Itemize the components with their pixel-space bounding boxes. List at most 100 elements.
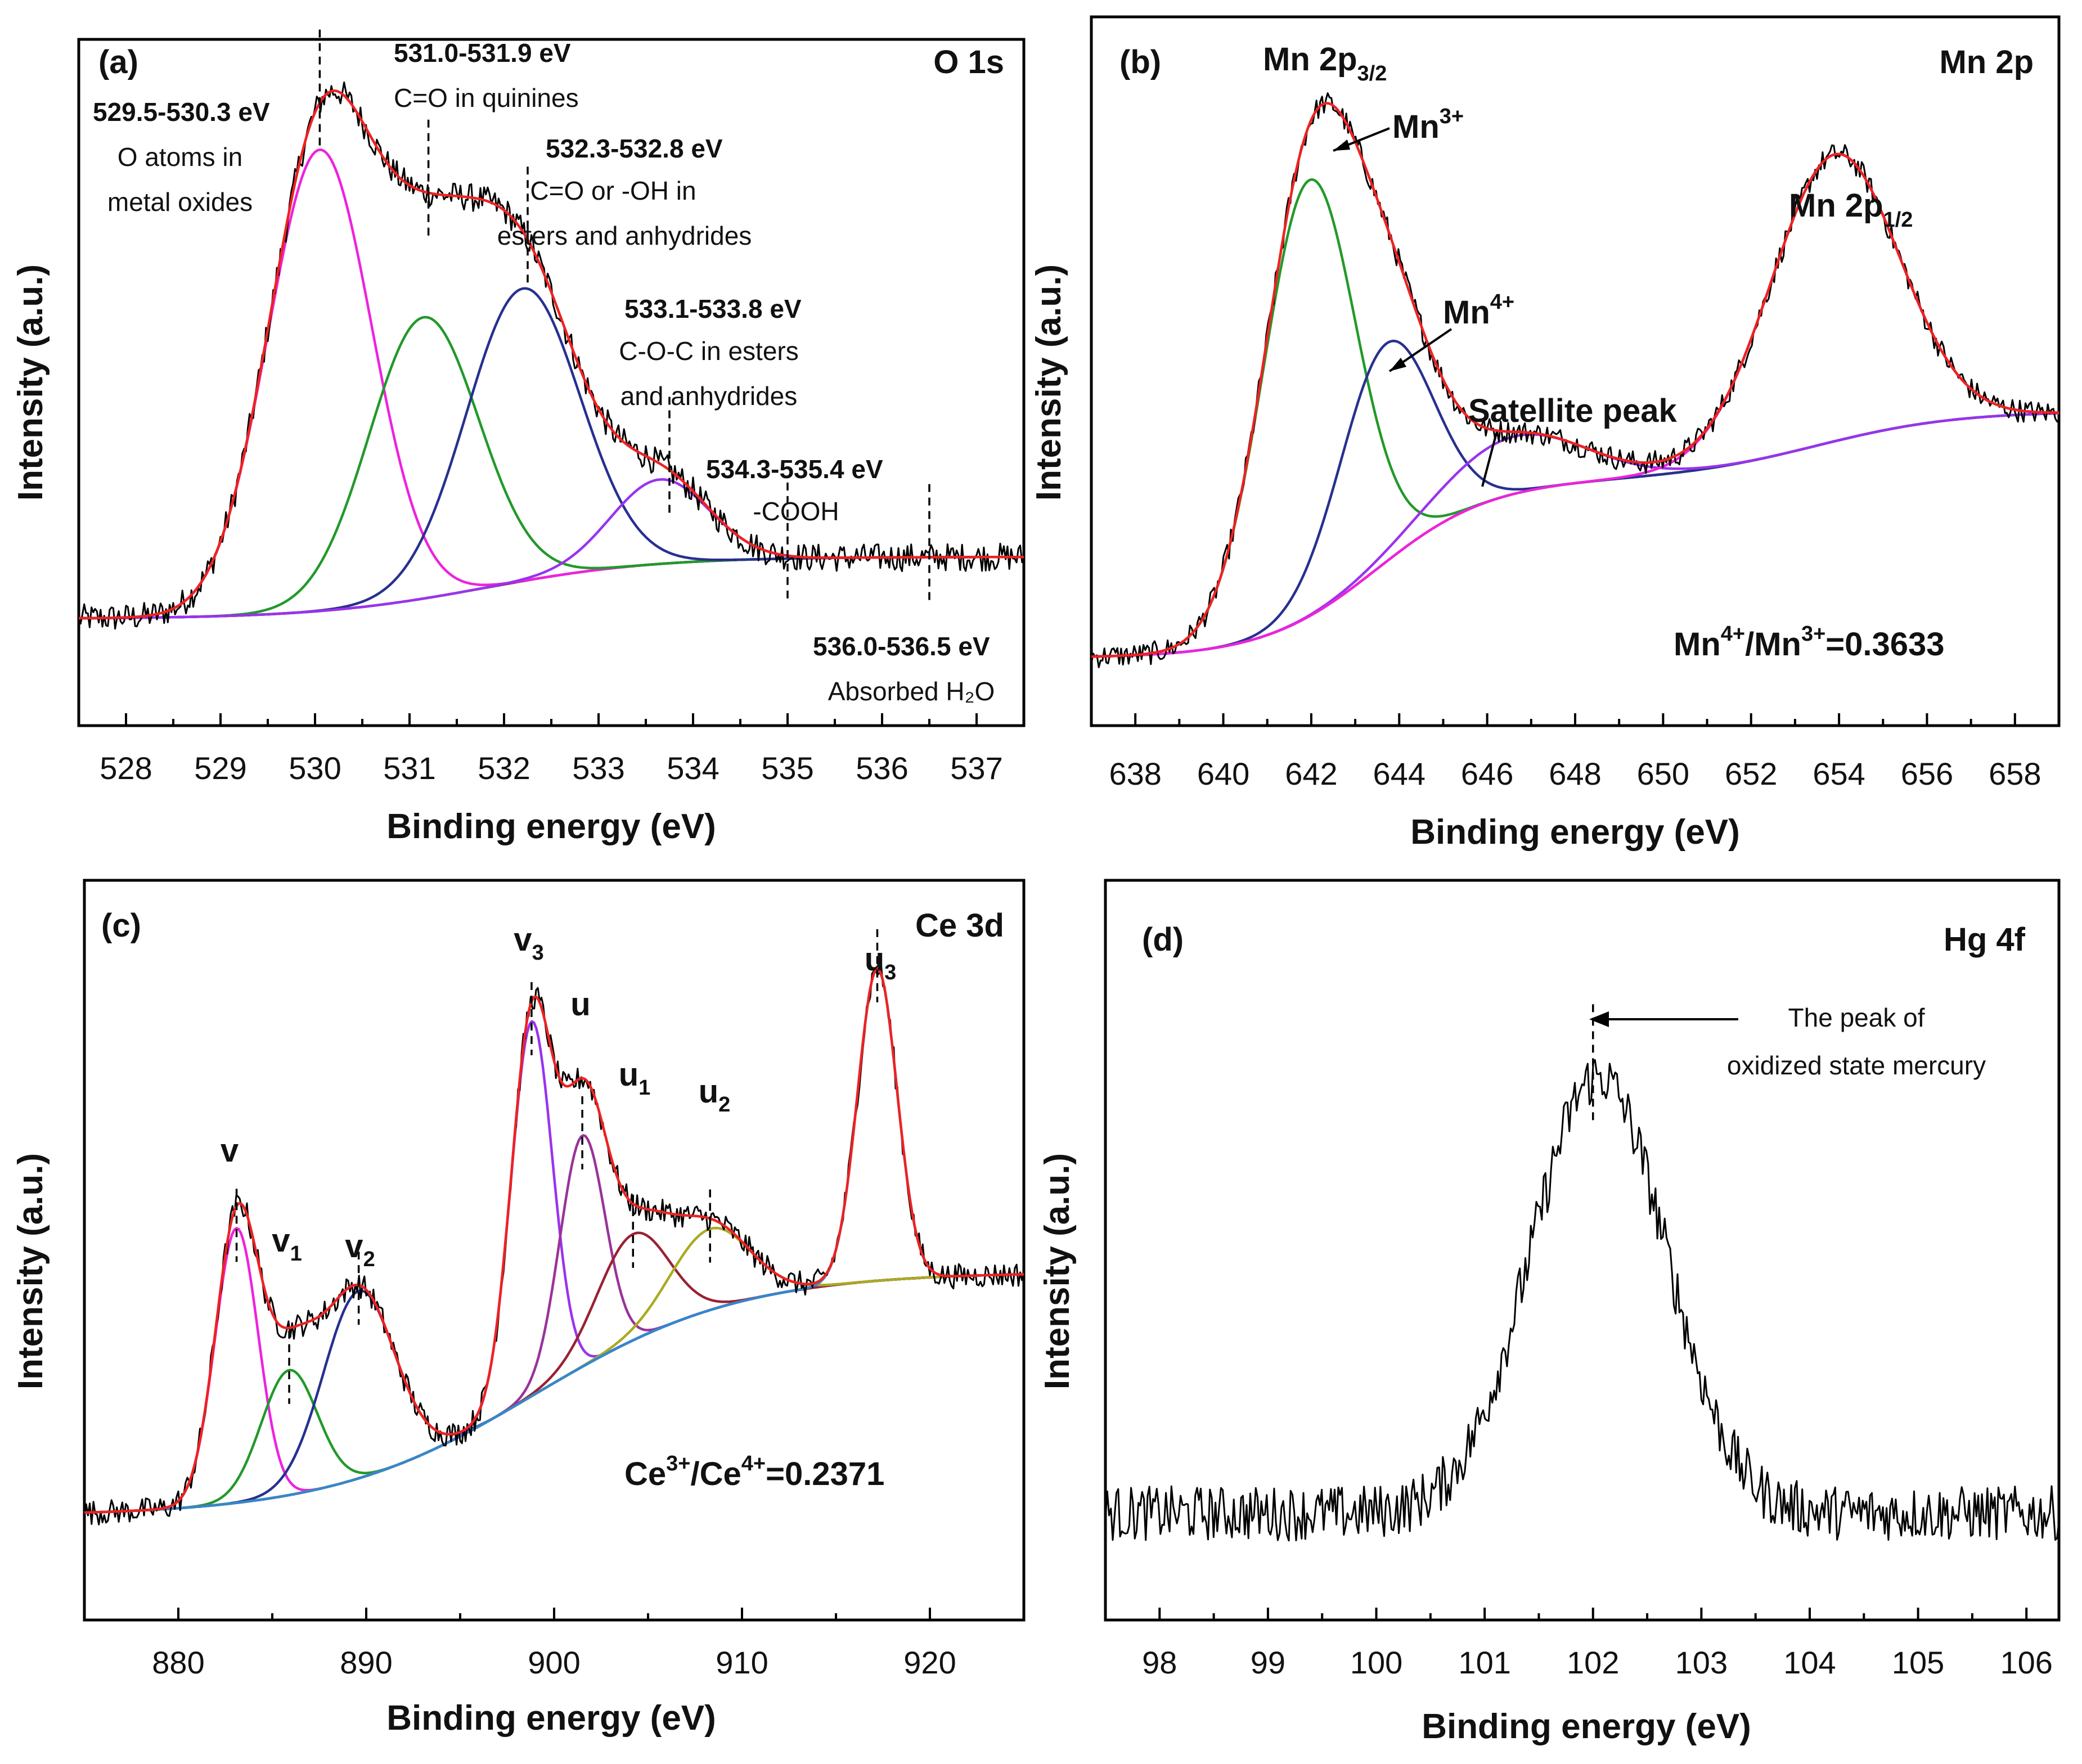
panel-c-u2-label: u2	[699, 1073, 731, 1117]
panel-a-ann6-line1: Absorbed H₂O	[828, 677, 995, 706]
panel-d-annotation-arrowhead	[1589, 1011, 1609, 1027]
xtick-label: 642	[1285, 756, 1337, 791]
panel-a-ann4-line2: and anhydrides	[620, 381, 798, 411]
panel-d-hg4f: 98 99 100 101 102 103 104 105 106 (d) Hg 4f Bind…	[1038, 879, 2061, 1746]
panel-b-ylabel: Intensity (a.u.)	[1029, 264, 1068, 501]
panel-a-ann3-line2: esters and anhydrides	[497, 221, 752, 250]
panel-c-ticklabels: 880 890 900 910 920	[152, 1645, 956, 1680]
panel-d-annotation-line2: oxidized state mercury	[1727, 1051, 1986, 1080]
panel-b-title: Mn 2p	[1939, 44, 2034, 80]
panel-a-ann4-line1: C-O-C in esters	[619, 336, 798, 366]
panel-b-mn3-arrowhead	[1333, 140, 1350, 151]
panel-b-ticks	[1134, 713, 2016, 726]
panel-a-ann1-title: 529.5-530.3 eV	[93, 97, 270, 127]
panel-d-plot	[1104, 1004, 2060, 1542]
xtick-label: 532	[478, 750, 530, 786]
panel-c-label: (c)	[101, 907, 141, 944]
raw-spectrum	[1104, 1059, 2060, 1542]
xtick-label: 644	[1373, 756, 1426, 791]
panel-a-ann2-line1: C=O in quinines	[394, 83, 579, 112]
xtick-label: 537	[950, 750, 1002, 786]
xtick-label: 534	[667, 750, 719, 786]
panel-a-plot	[78, 29, 1025, 630]
panel-a-ann5-line1: -COOH	[753, 497, 839, 526]
xtick-label: 528	[100, 750, 152, 786]
xtick-label: 535	[761, 750, 813, 786]
panel-a-ann1-line1: O atoms in	[118, 142, 242, 172]
xtick-label: 531	[383, 750, 435, 786]
panel-c-u1-label: u1	[619, 1056, 651, 1100]
panel-c-ticks	[177, 1608, 931, 1620]
panel-c-plot	[83, 929, 1025, 1526]
panel-a-ann2-title: 531.0-531.9 eV	[394, 38, 571, 68]
panel-c-ce3d: 880 890 900 910 920 (c) Ce 3d Binding energy…	[11, 879, 1026, 1738]
panel-d-frame	[1104, 879, 2061, 1622]
xtick-label: 106	[2000, 1645, 2052, 1680]
xtick-label: 910	[716, 1645, 768, 1680]
panel-c-ylabel: Intensity (a.u.)	[11, 1153, 50, 1389]
xtick-label: 99	[1251, 1645, 1285, 1680]
xtick-label: 101	[1458, 1645, 1510, 1680]
panel-a-ann1-line2: metal oxides	[107, 187, 253, 217]
xtick-label: 100	[1350, 1645, 1402, 1680]
panel-c-xlabel: Binding energy (eV)	[386, 1699, 716, 1738]
xtick-label: 658	[1989, 756, 2041, 791]
xtick-label: 638	[1109, 756, 1161, 791]
panel-a-ann5-title: 534.3-535.4 eV	[706, 454, 883, 484]
xtick-label: 536	[856, 750, 908, 786]
xtick-label: 640	[1197, 756, 1249, 791]
panel-b-mn2p: 638 640 642 644 646 648 650 652 654 656 658 (b) Mn…	[1029, 15, 2061, 852]
panel-b-xlabel: Binding energy (eV)	[1410, 813, 1740, 852]
panel-c-v2-label: v2	[345, 1228, 375, 1271]
panel-a-ticklabels: 528 529 530 531 532 533 534 535 536 537	[100, 750, 1002, 786]
panel-a-ylabel: Intensity (a.u.)	[11, 264, 50, 501]
panel-c-ratio: Ce3+/Ce4+=0.2371	[624, 1452, 884, 1492]
xtick-label: 646	[1461, 756, 1513, 791]
panel-d-title: Hg 4f	[1944, 921, 2026, 958]
panel-c-v1-label: v1	[272, 1222, 302, 1266]
panel-a-ticks	[125, 713, 978, 726]
panel-a-ann4-title: 533.1-533.8 eV	[624, 294, 802, 323]
panel-b-mn3-label: Mn3+	[1392, 105, 1464, 145]
panel-a-o1s: 528 529 530 531 532 533 534 535 536 537 (a) O 1s …	[11, 29, 1026, 846]
panel-a-title: O 1s	[933, 44, 1004, 80]
xtick-label: 529	[194, 750, 246, 786]
xtick-label: 654	[1813, 756, 1865, 791]
panel-b-mn2p32-label: Mn 2p3/2	[1263, 41, 1387, 86]
xtick-label: 652	[1725, 756, 1777, 791]
panel-b-mn2p12-label: Mn 2p1/2	[1789, 187, 1913, 232]
panel-a-label: (a)	[98, 44, 138, 80]
xtick-label: 105	[1892, 1645, 1944, 1680]
xtick-label: 98	[1142, 1645, 1177, 1680]
panel-b-plot	[1090, 92, 2059, 668]
xtick-label: 890	[340, 1645, 392, 1680]
xtick-label: 530	[289, 750, 341, 786]
xtick-label: 650	[1637, 756, 1689, 791]
panel-d-label: (d)	[1142, 921, 1184, 958]
panel-b-mn4-label: Mn4+	[1443, 290, 1514, 331]
panel-c-u-label: u	[570, 986, 590, 1023]
xtick-label: 104	[1783, 1645, 1836, 1680]
panel-d-ylabel: Intensity (a.u.)	[1038, 1153, 1077, 1389]
panel-d-xlabel: Binding energy (eV)	[1422, 1707, 1751, 1746]
xtick-label: 102	[1567, 1645, 1619, 1680]
xtick-label: 656	[1901, 756, 1953, 791]
xtick-label: 920	[903, 1645, 956, 1680]
xtick-label: 533	[572, 750, 624, 786]
panel-c-u3-label: u3	[865, 941, 897, 984]
panel-c-v-label: v	[221, 1132, 239, 1169]
panel-d-ticklabels: 98 99 100 101 102 103 104 105 106	[1142, 1645, 2053, 1680]
fitted-envelope	[78, 89, 1024, 620]
xtick-label: 880	[152, 1645, 204, 1680]
xtick-label: 900	[528, 1645, 580, 1680]
panel-b-ratio: Mn4+/Mn3+=0.3633	[1674, 622, 1945, 663]
panel-b-ticklabels: 638 640 642 644 646 648 650 652 654 656 658	[1109, 756, 2041, 791]
xtick-label: 648	[1549, 756, 1601, 791]
panel-d-ticks	[1158, 1608, 2028, 1620]
fitted-envelope	[1091, 102, 2059, 658]
panel-b-satellite-arrow	[1481, 433, 1498, 487]
panel-a-xlabel: Binding energy (eV)	[386, 807, 716, 846]
panel-b-satellite-label: Satellite peak	[1468, 393, 1677, 429]
